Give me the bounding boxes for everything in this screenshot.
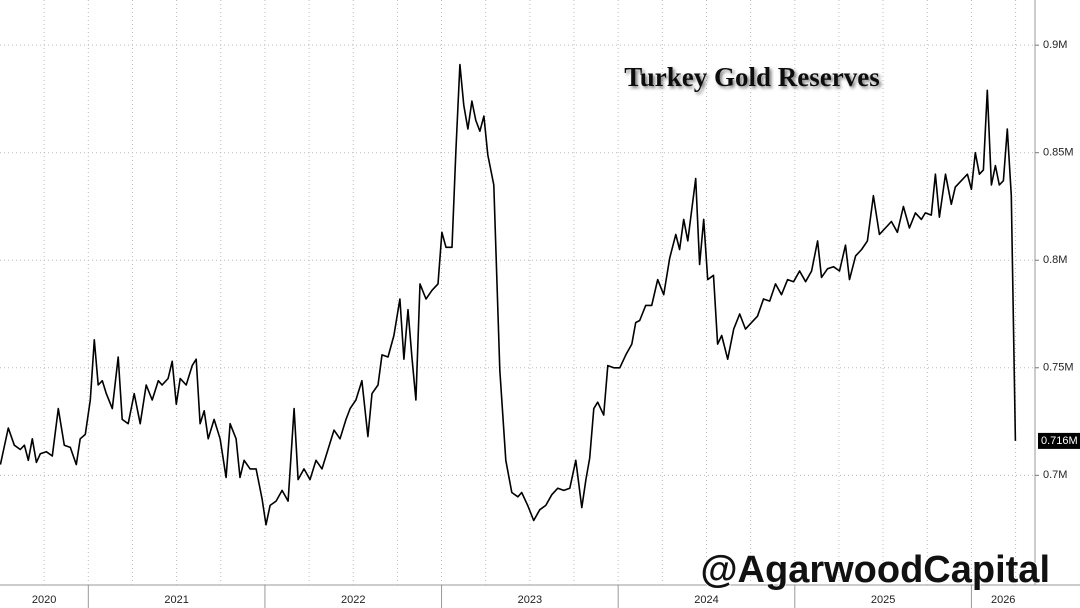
y-tick-label: 0.7M [1043,469,1067,481]
watermark: @AgarwoodCapital [700,549,1050,591]
x-tick-label: 2026 [991,594,1015,606]
y-tick-label: 0.75M [1043,362,1074,374]
last-value-label: 0.716M [1041,435,1078,447]
y-tick-label: 0.8M [1043,254,1067,266]
line [0,63,1017,526]
x-tick-label: 2021 [164,594,188,606]
x-tick-label: 2024 [694,594,718,606]
last-value-box [1038,432,1080,449]
y-tick-label: 0.9M [1043,39,1067,51]
chart-title: Turkey Gold Reserves [624,62,880,92]
x-tick-label: 2020 [32,594,56,606]
x-tick-label: 2025 [871,594,895,606]
x-tick-label: 2022 [341,594,365,606]
y-tick-label: 0.85M [1043,147,1074,159]
x-tick-label: 2023 [518,594,542,606]
